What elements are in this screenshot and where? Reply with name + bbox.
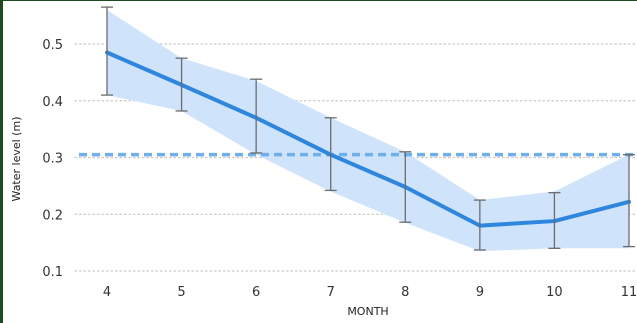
error-bar — [473, 199, 486, 251]
confidence-band-area — [107, 9, 629, 252]
x-tick-label: 9 — [476, 285, 484, 300]
series-line — [105, 50, 631, 228]
error-bar — [399, 151, 412, 223]
y-axis-title: Water level (m) — [10, 117, 23, 202]
error-bar — [175, 57, 188, 112]
error-bar — [623, 154, 635, 248]
x-tick-label: 5 — [177, 285, 185, 300]
y-tick-label: 0.4 — [42, 95, 63, 110]
error-bar — [324, 117, 337, 192]
series-line-path — [105, 50, 631, 228]
y-tick-label: 0.1 — [42, 265, 63, 280]
confidence-band — [107, 9, 629, 252]
error-bars — [101, 6, 635, 251]
x-tick-label: 4 — [103, 285, 111, 300]
y-tick-label: 0.3 — [42, 152, 63, 167]
y-tick-label: 0.5 — [42, 38, 63, 53]
error-bar — [250, 78, 263, 154]
x-axis-ticks: 4 5 6 7 8 9 10 11 — [103, 285, 637, 300]
x-tick-label: 8 — [401, 285, 409, 300]
x-tick-label: 11 — [621, 285, 637, 300]
error-bar — [548, 192, 561, 249]
x-axis-title: MONTH — [347, 305, 388, 318]
x-tick-label: 7 — [327, 285, 335, 300]
y-axis-ticks: 0.1 0.2 0.3 0.4 0.5 — [42, 38, 63, 280]
y-tick-label: 0.2 — [42, 208, 63, 223]
x-tick-label: 10 — [546, 285, 563, 300]
water-level-chart: 0.1 0.2 0.3 0.4 0.5 4 5 6 7 8 9 10 11 MONTH Water l… — [10, 6, 637, 318]
error-bar — [101, 6, 113, 96]
x-tick-label: 6 — [252, 285, 260, 300]
